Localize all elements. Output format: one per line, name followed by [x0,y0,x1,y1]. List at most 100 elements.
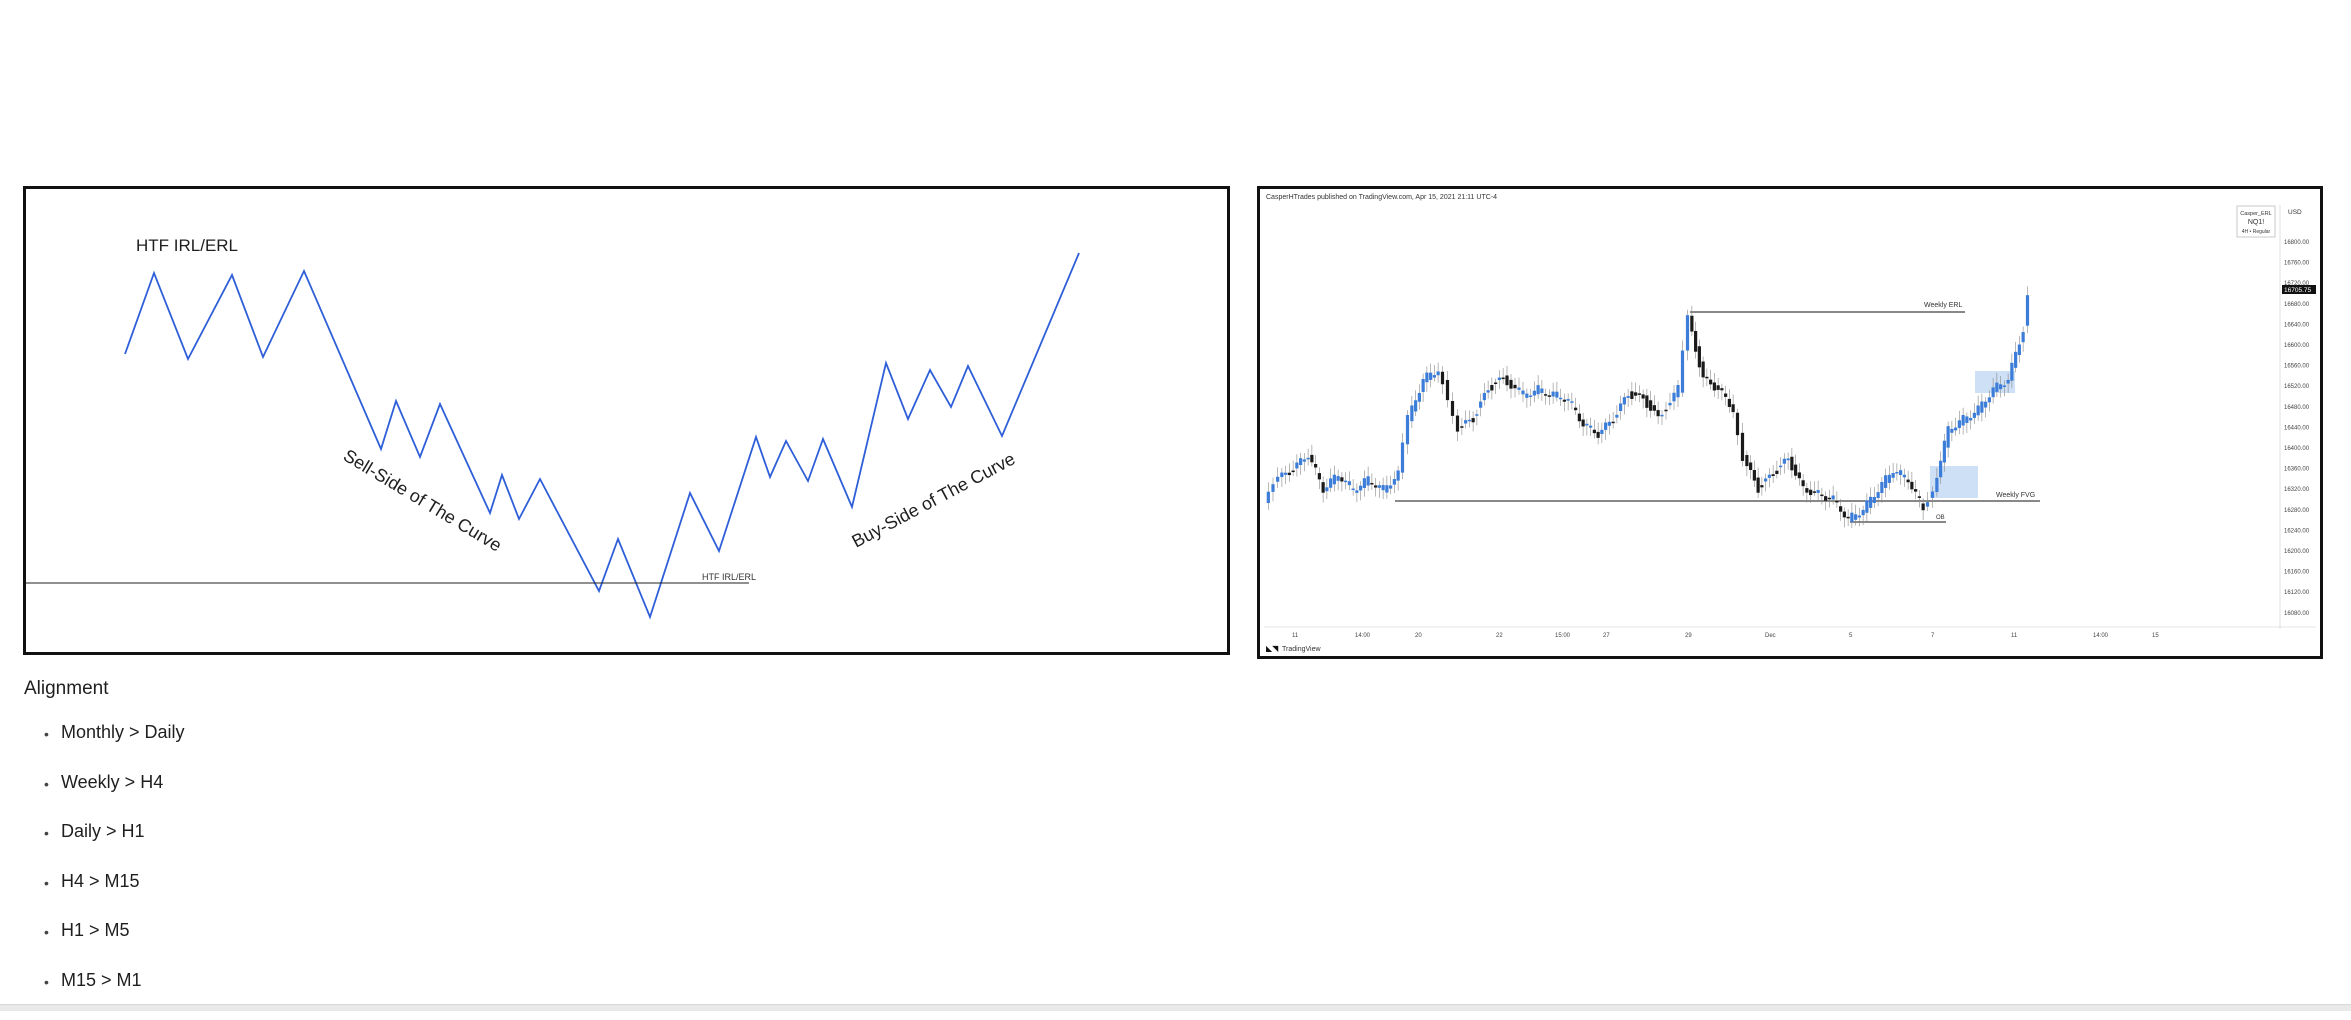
bull-candle [1626,396,1630,398]
bear-candle [1509,379,1513,389]
bull-candle [1935,477,1939,493]
bull-candle [1536,385,1540,395]
bull-candle [1880,482,1884,493]
bear-candle [1712,382,1716,391]
bear-candle [1914,489,1918,492]
bull-candle [1987,397,1991,403]
time-tick-label: 20 [1415,633,1422,639]
bear-candle [1562,399,1566,402]
price-tick-label: 16280.00 [2284,508,2310,514]
bull-candle [1995,382,1999,392]
bear-candle [1809,489,1813,496]
bull-candle [1831,495,1835,500]
price-tick-label: 16800.00 [2284,240,2310,246]
bear-candle [1581,419,1585,427]
sell-side-label: Sell-Side of The Curve [340,445,505,555]
bull-candle [1366,476,1370,486]
bear-candle [1450,401,1455,416]
list-item-label: Daily > H1 [61,821,145,842]
bear-candle [1720,388,1724,391]
bull-candle [1559,397,1563,400]
bull-candle [1869,496,1873,508]
bullet-icon: • [44,874,49,891]
bull-candle [1467,419,1471,422]
bear-candle [1455,415,1460,432]
bull-candle [1854,514,1858,520]
bull-candle [2006,379,2010,384]
bull-candle [2025,295,2030,326]
bull-candle [1521,390,1525,395]
bear-candle [1374,485,1378,488]
bear-candle [1460,426,1464,428]
bear-candle [1321,482,1325,493]
price-tick-label: 16720.00 [2284,281,2310,287]
time-tick-label: 27 [1603,633,1610,639]
bear-candle [1917,496,1921,498]
chart-svg: CasperHTrades published on TradingView.c… [1264,194,2316,653]
bull-candle [1604,422,1608,430]
bull-candle [1385,485,1389,493]
horizontal-scrollbar[interactable] [0,1004,2351,1011]
tradingview-logo-icon: ◣◥ [1266,644,1279,653]
bear-candle [1471,418,1475,423]
brand-label: TradingView [1282,646,1321,653]
bull-candle [2021,332,2025,343]
bullet-icon: • [44,726,49,742]
bull-candle [1355,490,1359,493]
bull-candle [1302,459,1306,462]
bull-candle [1566,399,1570,401]
price-tick-label: 16680.00 [2284,302,2310,308]
bull-candle [1479,401,1483,408]
bear-candle [1505,375,1509,386]
bull-candle [1668,402,1672,406]
bull-candle [1782,458,1786,464]
bear-candle [1637,393,1641,395]
bull-candle [1895,472,1899,474]
time-tick-label: 22 [1496,633,1503,639]
price-tick-label: 16400.00 [2284,446,2310,452]
bear-candle [1906,479,1910,483]
bull-candle [1786,458,1790,461]
bull-candle [1779,465,1783,468]
bullet-icon: • [44,825,49,842]
bull-candle [1284,472,1288,475]
bull-candle [1295,462,1299,469]
tradingview-chart: CasperHTrades published on TradingView.c… [1257,186,2323,659]
bull-candle [1585,423,1589,426]
bull-candle [1954,427,1958,431]
bear-candle [1513,384,1517,389]
bear-candle [1664,409,1668,412]
bull-candle [1540,388,1544,393]
bull-candle [1972,412,1976,418]
price-tick-label: 16200.00 [2284,549,2310,555]
bull-candle [1351,488,1355,491]
price-tick-label: 16320.00 [2284,487,2310,493]
price-path-line [124,252,1080,620]
list-item: • M15 > M1 [24,970,185,1020]
bull-candle [1589,425,1593,428]
bear-candle [1794,464,1798,476]
time-tick-label: 14:00 [1355,633,1371,639]
bear-candle [1310,454,1314,463]
list-item: • H4 > M15 [24,871,185,921]
bull-candle [1767,474,1771,478]
bull-candle [1861,509,1865,516]
bull-candle [1299,458,1303,466]
bull-candle [1925,502,1930,507]
time-tick-label: Dec [1765,633,1776,639]
time-tick-label: 14:00 [2093,633,2109,639]
bull-candle [1405,415,1410,445]
bear-candle [1440,371,1445,385]
bull-candle [1857,515,1861,518]
weekly-erl-label: Weekly ERL [1924,302,1962,309]
time-tick-label: 11 [2011,633,2018,639]
curve-diagram-svg: HTF IRL/ERL HTF IRL/ERL Sell-Side of The… [26,236,1080,620]
bull-candle [1432,375,1436,378]
diagram-title: HTF IRL/ERL [136,236,238,255]
bull-candle [1891,472,1895,478]
bull-candle [1872,496,1876,503]
bull-candle [1421,379,1425,393]
time-tick-label: 5 [1849,633,1853,639]
last-price-label: 16705.75 [2284,287,2311,294]
bear-candle [1731,404,1735,413]
